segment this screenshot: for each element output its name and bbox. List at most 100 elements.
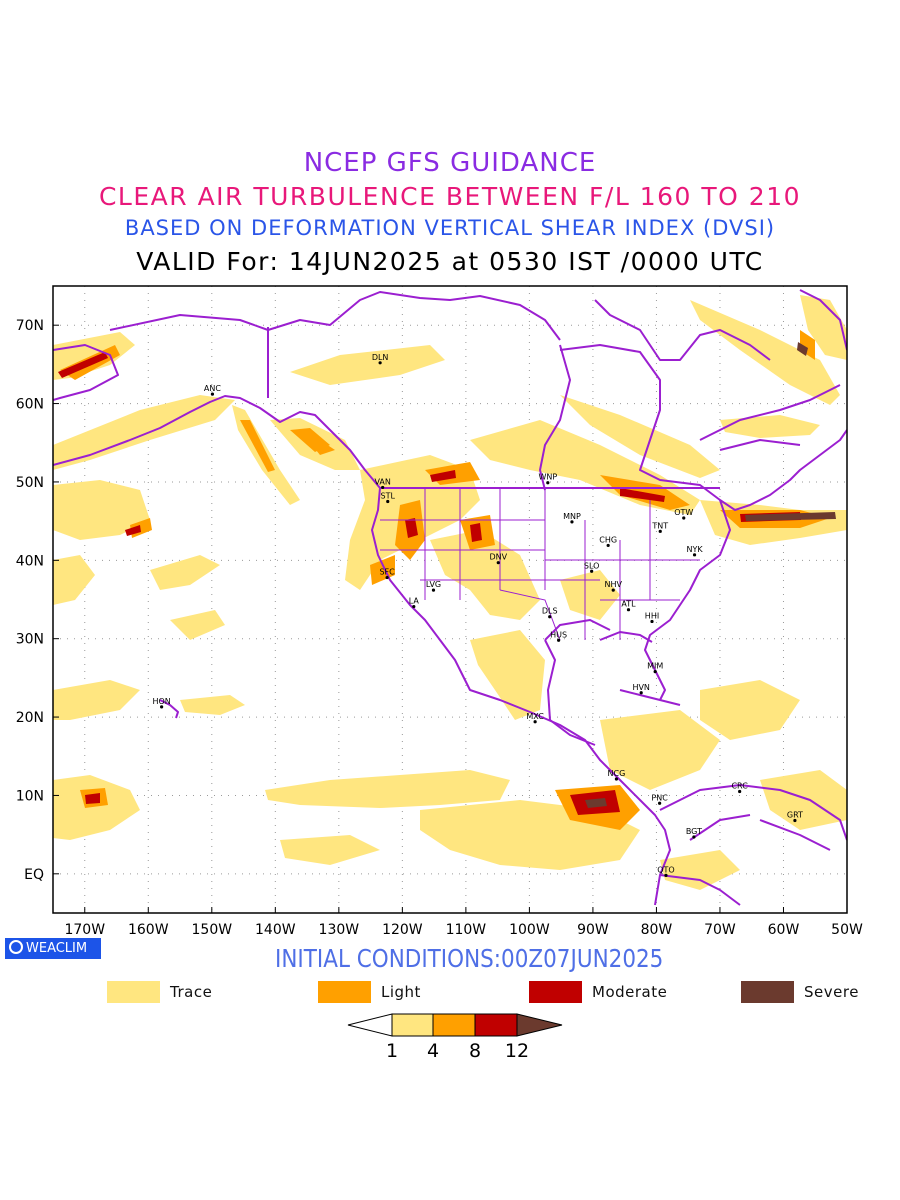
- station-marker: [626, 608, 631, 612]
- legend-label: Severe: [804, 983, 859, 1001]
- legend-label: Light: [381, 983, 421, 1001]
- x-tick-label: 110W: [446, 922, 487, 938]
- title-line-3: BASED ON DEFORMATION VERTICAL SHEAR INDE…: [124, 216, 776, 240]
- colorbar-segment-trace: [391, 1013, 434, 1037]
- station-van: VAN: [374, 477, 391, 490]
- x-tick-label: 100W: [509, 922, 550, 938]
- map-axes: 170W 160W 150W 140W 130W 120W 110W 100W 90W 80W 70…: [16, 318, 863, 938]
- station-lvg: LVG: [426, 580, 441, 592]
- y-tick-label: 10N: [16, 788, 44, 804]
- coastlines: [53, 289, 847, 906]
- x-tick-label: 140W: [255, 922, 296, 938]
- station-code: HHI: [645, 611, 659, 620]
- station-grt: GRT: [787, 811, 803, 823]
- station-code: VAN: [374, 477, 390, 486]
- colorbar-under-triangle: [347, 1013, 393, 1037]
- weaclim-logo-icon: [9, 940, 23, 954]
- station-qto: QTO: [657, 865, 675, 877]
- legend-swatch: [741, 981, 794, 1003]
- station-pnc: PNC: [651, 793, 668, 805]
- station-tnt: TNT: [651, 521, 668, 533]
- station-marker: [431, 588, 436, 592]
- station-marker: [557, 638, 561, 642]
- weaclim-label: WEACLIM: [26, 941, 88, 956]
- colorbar-tick-label: 4: [427, 1040, 439, 1062]
- legend-swatch: [107, 981, 160, 1003]
- station-code: HUS: [550, 630, 567, 639]
- severe-areas: [585, 342, 836, 808]
- colorbar-segment-light: [432, 1013, 476, 1037]
- x-tick-label: 120W: [382, 922, 423, 938]
- title-line-1: NCEP GFS GUIDANCE: [303, 148, 597, 178]
- station-marker: [664, 873, 668, 877]
- x-tick-label: 170W: [64, 922, 105, 938]
- station-hvn: HVN: [632, 683, 650, 695]
- station-marker: [533, 720, 537, 724]
- station-code: WNP: [538, 473, 557, 482]
- station-chg: CHG: [599, 535, 617, 548]
- station-marker: [378, 361, 382, 365]
- station-marker: [412, 604, 416, 609]
- station-code: NCG: [608, 769, 626, 778]
- station-hhi: HHI: [645, 611, 659, 624]
- station-atl: ATL: [621, 600, 636, 612]
- station-code: CRC: [731, 782, 748, 791]
- station-code: LA: [409, 597, 420, 606]
- station-marker: [160, 705, 164, 709]
- colorbar-tick-label: 1: [386, 1040, 398, 1062]
- station-code: NHV: [605, 580, 623, 589]
- station-nhv: NHV: [605, 580, 623, 592]
- station-nyk: NYK: [686, 545, 703, 557]
- station-marker: [496, 561, 500, 565]
- station-code: MIM: [647, 662, 663, 671]
- station-code: MXC: [526, 712, 544, 721]
- station-dln: DLN: [372, 353, 389, 365]
- station-code: ATL: [621, 600, 636, 609]
- station-marker: [658, 529, 662, 533]
- station-code: QTO: [657, 865, 674, 874]
- station-code: HON: [152, 697, 170, 706]
- station-marker: [658, 801, 662, 805]
- x-tick-label: 90W: [577, 922, 609, 938]
- y-tick-label: 60N: [16, 397, 44, 413]
- colorbar: 1 4 8 12: [347, 1013, 563, 1062]
- station-code: ANC: [204, 384, 221, 393]
- station-bgt: BGT: [686, 827, 702, 839]
- x-tick-label: 50W: [831, 922, 863, 938]
- turbulence-map: DLN ANC VAN STL WNP MNP TNT OTW CHG NYK DNV SFC SLO L…: [16, 285, 863, 938]
- station-code: NYK: [686, 545, 703, 554]
- x-tick-label: 130W: [319, 922, 360, 938]
- station-marker: [653, 670, 657, 674]
- station-marker: [548, 615, 552, 619]
- station-hus: HUS: [550, 630, 567, 642]
- station-dnv: DNV: [489, 553, 508, 565]
- station-marker: [650, 619, 654, 624]
- station-mnp: MNP: [563, 512, 581, 524]
- station-marker: [590, 569, 594, 573]
- station-code: GRT: [787, 811, 803, 820]
- station-dls: DLS: [542, 607, 558, 619]
- station-marker: [639, 691, 643, 695]
- y-tick-label: EQ: [24, 867, 44, 883]
- station-mim: MIM: [647, 662, 663, 674]
- station-otw: OTW: [674, 508, 693, 520]
- legend-label: Moderate: [592, 983, 668, 1001]
- x-tick-label: 60W: [768, 922, 800, 938]
- station-code: STL: [381, 492, 396, 501]
- title-line-2: CLEAR AIR TURBULENCE BETWEEN F/L 160 TO …: [98, 182, 802, 211]
- station-marker: [606, 543, 610, 548]
- station-code: DLN: [372, 353, 389, 362]
- station-marker: [614, 777, 619, 781]
- legend-label: Trace: [170, 983, 213, 1001]
- colorbar-tick-label: 12: [505, 1040, 529, 1062]
- station-slo: SLO: [584, 561, 599, 573]
- station-sfc: SFC: [379, 568, 395, 580]
- station-la: LA: [409, 597, 420, 609]
- y-tick-label: 30N: [16, 632, 44, 648]
- valid-time-line: VALID For: 14JUN2025 at 0530 IST /0000 U…: [136, 247, 764, 276]
- station-labels: DLN ANC VAN STL WNP MNP TNT OTW CHG NYK DNV SFC SLO L…: [152, 353, 803, 877]
- station-crc: CRC: [731, 782, 748, 794]
- colorbar-over-triangle: [516, 1013, 563, 1037]
- station-code: PNC: [651, 793, 668, 802]
- y-tick-label: 20N: [16, 710, 44, 726]
